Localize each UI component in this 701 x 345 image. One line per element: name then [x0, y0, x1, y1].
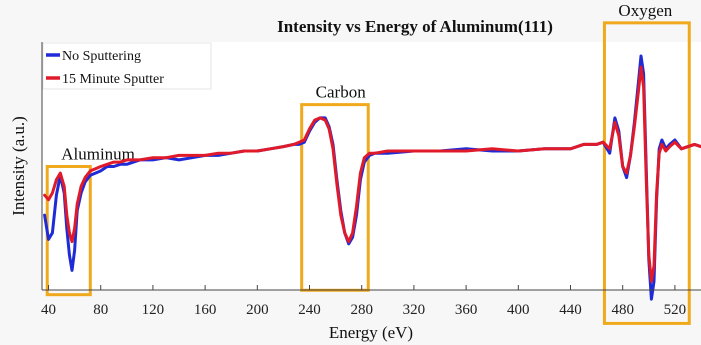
series-line-15-minute-sputter: [43, 65, 701, 283]
x-tick-label: 80: [93, 302, 108, 318]
x-tick-label: 480: [611, 302, 634, 318]
x-tick-label: 280: [350, 302, 373, 318]
x-tick-label: 200: [246, 302, 269, 318]
axes: [41, 42, 701, 291]
annotation-label-carbon: Carbon: [316, 83, 367, 102]
annotation-label-aluminum: Aluminum: [61, 145, 135, 164]
y-axis-label: Intensity (a.u.): [9, 116, 28, 216]
x-tick-label: 320: [403, 302, 426, 318]
x-tick-label: 520: [664, 302, 687, 318]
x-tick-label: 120: [142, 302, 165, 318]
annotation-box-oxygen: [602, 21, 691, 325]
x-tick-label: 240: [298, 302, 321, 318]
legend-box: [42, 42, 212, 90]
x-tick-label: 360: [455, 302, 478, 318]
x-tick-label: 440: [559, 302, 582, 318]
x-ticks: 40 80 120 160 200 240 280 320 360 400 440 480 520: [41, 285, 686, 318]
x-axis-label: Energy (eV): [329, 323, 413, 342]
x-tick-label: 400: [507, 302, 530, 318]
legend-label-15-minute-sputter: 15 Minute Sputter: [62, 72, 164, 87]
legend-label-no-sputtering: No Sputtering: [62, 49, 141, 64]
x-tick-label: 160: [194, 302, 217, 318]
x-tick-label: 40: [41, 302, 56, 318]
chart-title: Intensity vs Energy of Aluminum(111): [277, 17, 553, 36]
series-lines: [43, 54, 701, 301]
legend: No Sputtering 15 Minute Sputter: [42, 42, 212, 90]
annotation-label-oxygen: Oxygen: [618, 1, 672, 20]
